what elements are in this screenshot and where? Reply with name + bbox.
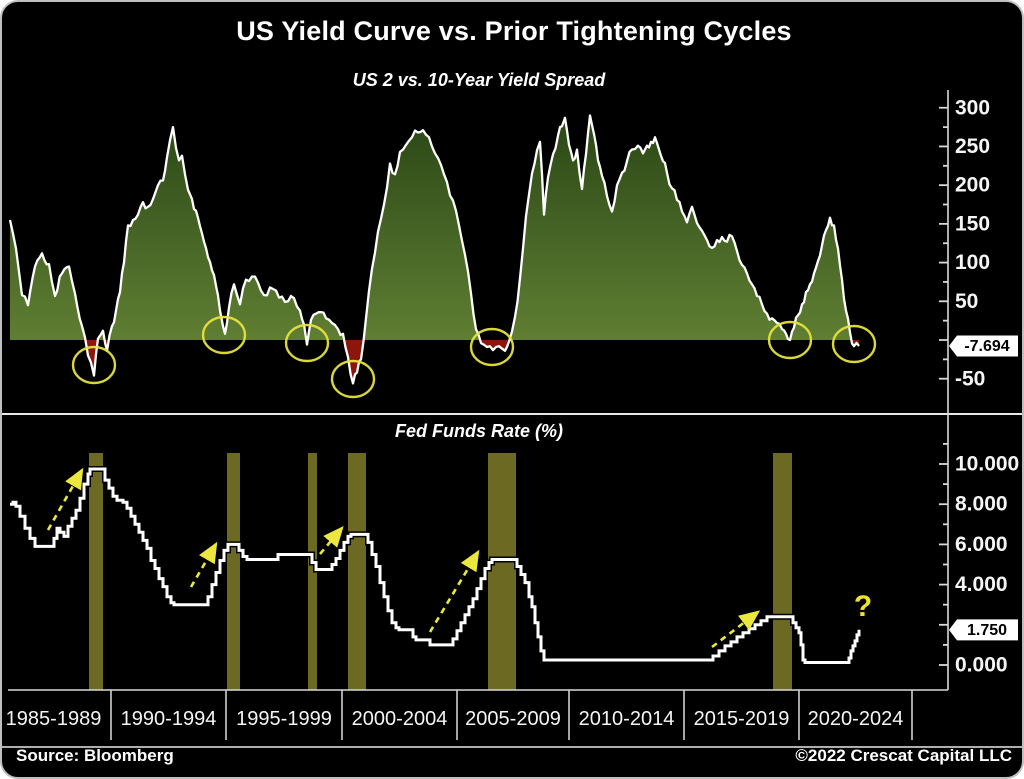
x-tick-label: 1990-1994 [121,708,217,730]
tightening-band [89,453,103,690]
inversion-circle [284,323,330,363]
tightening-band [308,453,317,690]
inversion-circle [71,345,117,385]
page-title: US Yield Curve vs. Prior Tightening Cycl… [236,16,792,46]
y-tick-label: 150 [955,212,990,235]
y-tick-label: 6.000 [955,533,1008,556]
y-tick-label: 8.000 [955,493,1008,516]
hike-arrow [189,541,218,588]
tightening-band [773,453,792,690]
price-tag-fed-label: 1.750 [967,622,1007,639]
tightening-band [488,453,516,690]
inversion-circle [330,359,376,399]
tightening-band [348,453,366,690]
hike-arrow [428,549,480,633]
inversion-circle [201,315,247,355]
y-tick-label: 100 [955,251,990,274]
footer-copyright: ©2022 Crescat Capital LLC [795,746,1012,765]
price-tag-spread [949,335,1018,357]
hike-arrow [711,610,761,649]
spread-area-positive [10,115,859,340]
x-tick-label: 1995-1999 [236,708,332,730]
x-tick-label: 2005-2009 [465,708,561,730]
y-tick-label: 4.000 [955,573,1008,596]
x-tick-label: 2000-2004 [352,708,448,730]
x-tick-label: 1985-1989 [6,708,102,730]
inversion-circle [767,320,813,360]
bottom-panel-title: Fed Funds Rate (%) [394,421,563,441]
price-tag-fed [949,619,1018,641]
y-tick-label: -50 [955,367,985,390]
fed-funds-line [10,467,861,664]
y-tick-label: 10.000 [955,453,1019,476]
inversion-circle [831,324,877,364]
footer-bar: Source: Bloomberg ©2022 Crescat Capital … [2,745,1022,771]
hike-arrow [46,467,84,531]
hike-arrow [319,526,344,555]
spread-line [8,114,860,385]
x-tick-label: 2020-2024 [808,708,904,730]
question-mark-annotation: ? [854,590,872,623]
y-tick-label: 50 [955,290,978,313]
price-tag-spread-label: -7.694 [964,338,1009,355]
tightening-band [227,453,240,690]
x-tick-label: 2015-2019 [694,708,790,730]
y-tick-label: 250 [955,135,990,158]
spread-area-negative [10,340,859,384]
footer-source: Source: Bloomberg [16,746,174,765]
y-tick-label: 0.000 [955,654,1008,677]
top-panel-title: US 2 vs. 10-Year Yield Spread [352,70,606,90]
y-tick-label: 300 [955,96,990,119]
inversion-circle [469,327,515,367]
y-tick-label: 200 [955,174,990,197]
x-tick-label: 2010-2014 [579,708,675,730]
